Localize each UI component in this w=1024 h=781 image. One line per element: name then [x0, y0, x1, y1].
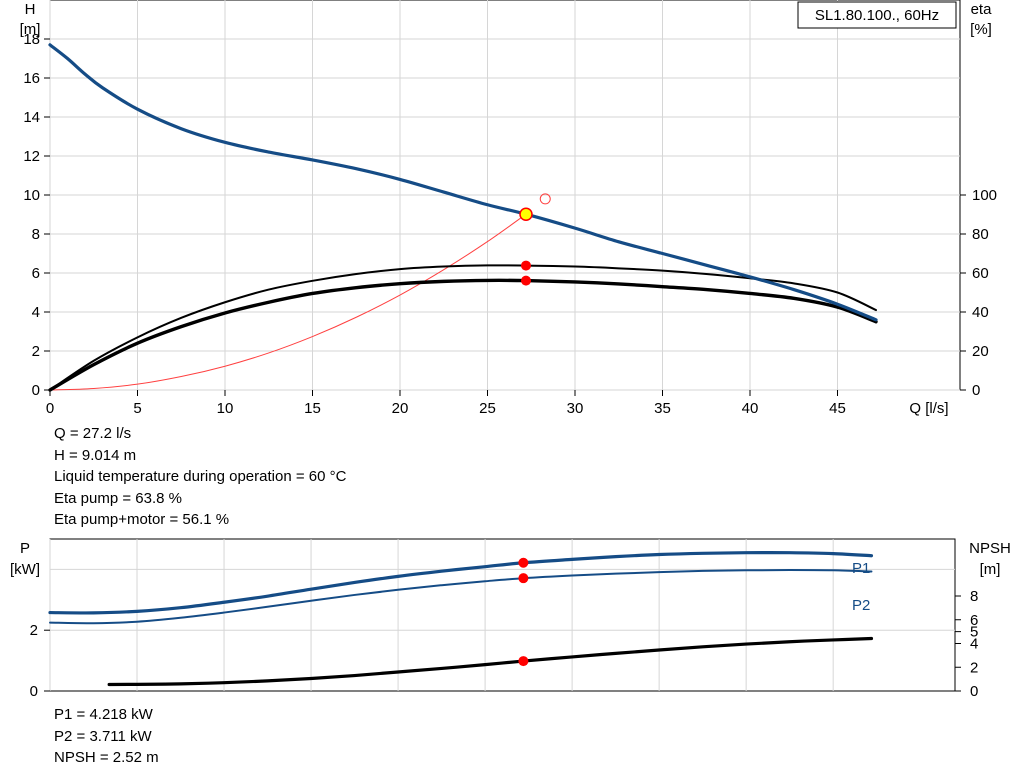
y-right-tick-label: 80: [972, 226, 989, 243]
y-left-tick-label: 8: [32, 226, 40, 243]
operating-point-p1: [518, 557, 529, 568]
readout-p2: P2 = 3.711 kW: [54, 727, 152, 745]
legend-frame: [797, 1, 957, 29]
readout-flow: Q = 27.2 l/s: [54, 425, 132, 442]
y-right-tick-label: 40: [972, 304, 989, 321]
power-axis-unit: [kW]: [10, 561, 40, 578]
power-axis-title: P: [20, 540, 30, 557]
x-tick-label: 30: [567, 400, 584, 417]
power-readouts: P1 = 4.218 kW P2 = 3.711 kW NPSH = 2.52 …: [54, 704, 159, 769]
tick-layer: 0 5 10 15 20 25 30 35 40 45 0 2 4 6 8 10 12 14 16 18 0 20 40 60…: [23, 31, 997, 417]
plot-area-frame-power: [49, 538, 956, 692]
npsh-tick-label: 4: [970, 636, 978, 653]
readout-liquid-temperature: Liquid temperature during operation = 60…: [54, 468, 347, 485]
y-left-tick-label: 18: [23, 31, 40, 48]
readout-head: H = 9.014 m: [54, 446, 137, 464]
series-layer: [48, 43, 878, 392]
power-npsh-chart: 0 2 0 2 456 8 P [kW] NPSH [m] P1 P2: [10, 538, 1011, 700]
series-label-p2: P2: [852, 597, 870, 614]
series-label-p1: P1: [852, 560, 870, 577]
readout-eta-pump: Eta pump = 63.8 %: [54, 489, 182, 507]
y-right-tick-label: 0: [972, 382, 980, 399]
series-eta-pump: [49, 264, 877, 391]
operating-point-npsh: [518, 656, 529, 667]
npsh-tick-label: 8: [970, 588, 978, 605]
x-tick-label: 25: [479, 400, 496, 417]
npsh-tick-label: 0: [970, 683, 978, 700]
readout-npsh: NPSH = 2.52 m: [54, 749, 159, 766]
legend-label: SL1.80.100., 60Hz: [815, 7, 939, 24]
power-tick-label: 2: [30, 622, 38, 639]
y-left-tick-label: 16: [23, 70, 40, 87]
npsh-tick-label: 6: [970, 612, 978, 629]
series-p1: [48, 550, 874, 615]
right-axis-title: eta: [971, 1, 993, 18]
npsh-tick-label: 2: [970, 659, 978, 676]
x-tick-label: 35: [654, 400, 671, 417]
marker-layer: [519, 193, 551, 286]
series-layer-power: [48, 550, 874, 687]
npsh-axis-unit: [m]: [980, 561, 1001, 578]
x-tick-label: 15: [304, 400, 321, 417]
x-tick-label: 45: [829, 400, 846, 417]
npsh-tick-label: 5: [970, 624, 978, 641]
x-tick-label: 20: [392, 400, 409, 417]
operating-point-p2: [518, 573, 529, 584]
npsh-axis-title: NPSH: [969, 540, 1011, 557]
y-right-tick-label: 100: [972, 187, 997, 204]
right-axis-unit: [%]: [970, 21, 992, 38]
series-npsh: [107, 636, 874, 687]
marker-layer-power: [518, 557, 529, 667]
series-head: [48, 43, 878, 322]
y-left-tick-label: 14: [23, 109, 40, 126]
performance-chart: 0 5 10 15 20 25 30 35 40 45 0 2 4 6 8 10 12 14 16 18 0 20 40 60…: [20, 0, 997, 417]
y-right-tick-label: 20: [972, 343, 989, 360]
x-tick-label: 10: [217, 400, 234, 417]
left-axis-unit: [m]: [20, 21, 41, 38]
performance-readouts: Q = 27.2 l/s H = 9.014 m Liquid temperat…: [54, 423, 346, 531]
y-left-tick-label: 10: [23, 187, 40, 204]
operating-point-head: [519, 207, 533, 221]
y-right-tick-label: 60: [972, 265, 989, 282]
grid: [49, 0, 960, 391]
reference-point: [539, 193, 551, 205]
x-tick-label: 0: [46, 400, 54, 417]
series-eta-pump-motor: [48, 278, 878, 392]
y-left-tick-label: 12: [23, 148, 40, 165]
power-tick-label: 0: [30, 683, 38, 700]
readout-p1: P1 = 4.218 kW: [54, 706, 153, 723]
x-axis-title: Q [l/s]: [909, 400, 948, 417]
y-left-tick-label: 2: [32, 343, 40, 360]
operating-point-eta-pump-motor: [521, 275, 531, 286]
y-left-tick-label: 6: [32, 265, 40, 282]
operating-point-eta-pump: [521, 260, 531, 271]
y-left-tick-label: 0: [32, 382, 40, 399]
left-axis-title: H: [25, 1, 36, 18]
x-tick-label: 40: [742, 400, 759, 417]
tick-layer-power: 0 2 0 2 456 8: [30, 588, 979, 700]
legend-box: SL1.80.100., 60Hz: [797, 1, 957, 29]
grid-power: [49, 539, 955, 691]
series-system-curve: [49, 213, 527, 391]
x-tick-label: 5: [133, 400, 141, 417]
y-left-tick-label: 4: [32, 304, 40, 321]
series-p2: [49, 569, 873, 625]
readout-eta-pump-motor: Eta pump+motor = 56.1 %: [54, 511, 230, 528]
